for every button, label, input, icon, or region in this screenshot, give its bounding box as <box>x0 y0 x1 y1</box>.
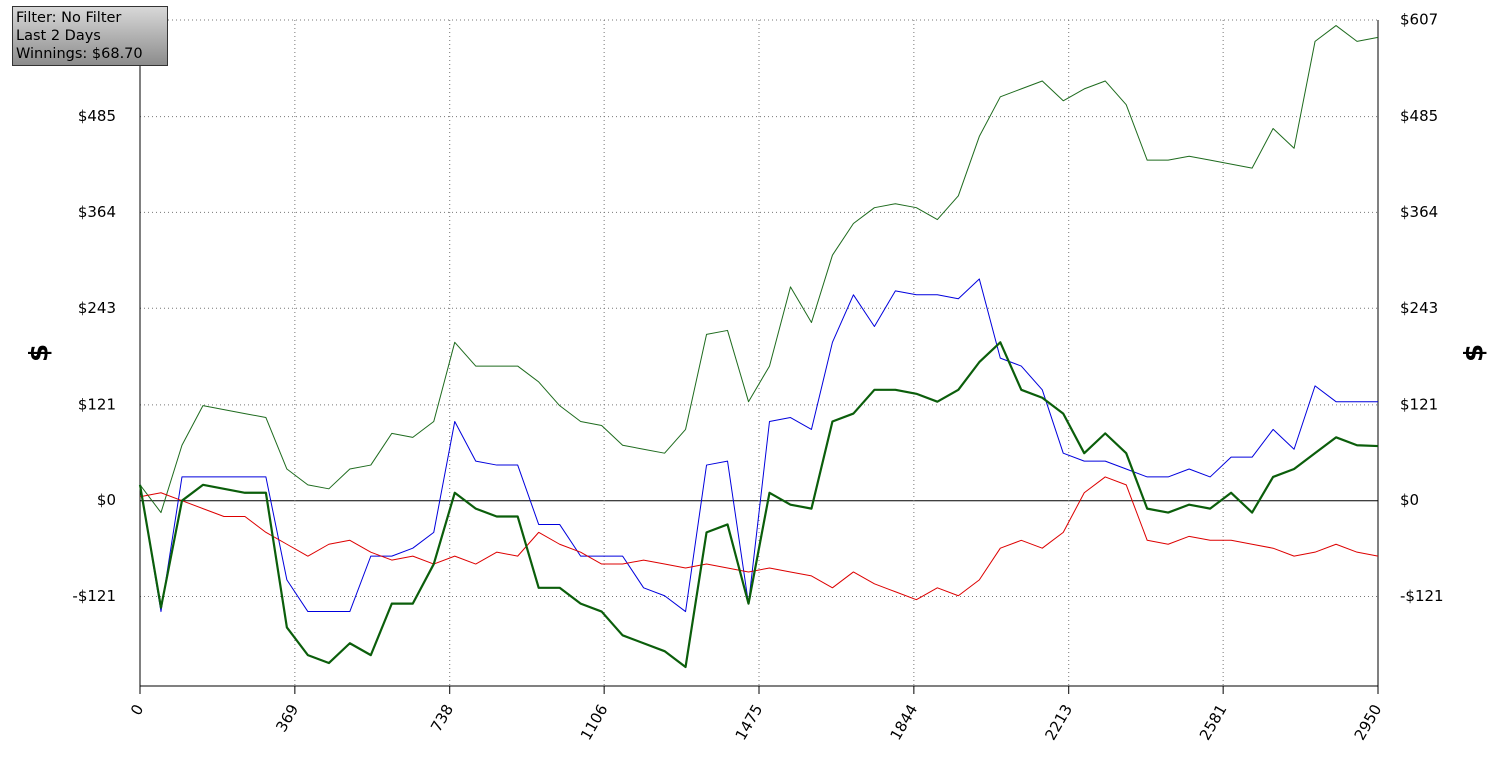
y2-tick-label: $607 <box>1400 11 1438 29</box>
series-line <box>139 476 1379 601</box>
x-tick-label: 2581 <box>1196 701 1231 743</box>
info-line: Winnings: $68.70 <box>16 46 143 62</box>
y-tick-label: $121 <box>78 395 116 413</box>
y2-tick-label: $485 <box>1400 107 1438 125</box>
x-tick-label: 738 <box>427 701 457 735</box>
y2-tick-label: -$121 <box>1400 587 1444 605</box>
y-tick-label: -$121 <box>72 587 116 605</box>
x-tick-label: 1106 <box>577 701 612 743</box>
y2-tick-label: $243 <box>1400 299 1438 317</box>
x-tick-label: 0 <box>127 701 147 718</box>
y-tick-label: $364 <box>78 203 116 221</box>
series-line <box>139 278 1378 613</box>
x-tick-label: 2950 <box>1351 701 1386 743</box>
y-tick-label: $243 <box>78 299 116 317</box>
y-tick-label: $485 <box>78 107 116 125</box>
y2-tick-label: $0 <box>1400 491 1419 509</box>
x-tick-label: 369 <box>272 701 302 735</box>
x-tick-label: 1844 <box>887 701 922 743</box>
y2-axis-label: $ <box>1460 344 1490 362</box>
info-line: Last 2 Days <box>16 28 101 44</box>
y-axis-label: $ <box>25 344 55 362</box>
info-line: Filter: No Filter <box>16 10 122 26</box>
series-line <box>139 25 1379 514</box>
y-tick-label: $0 <box>97 491 116 509</box>
info-box: Filter: No Filter Last 2 Days Winnings: … <box>12 6 168 66</box>
x-tick-label: 2213 <box>1041 701 1076 743</box>
y2-tick-label: $121 <box>1400 395 1438 413</box>
series-line <box>138 341 1379 669</box>
x-tick-label: 1475 <box>732 701 767 743</box>
y2-tick-label: $364 <box>1400 203 1438 221</box>
